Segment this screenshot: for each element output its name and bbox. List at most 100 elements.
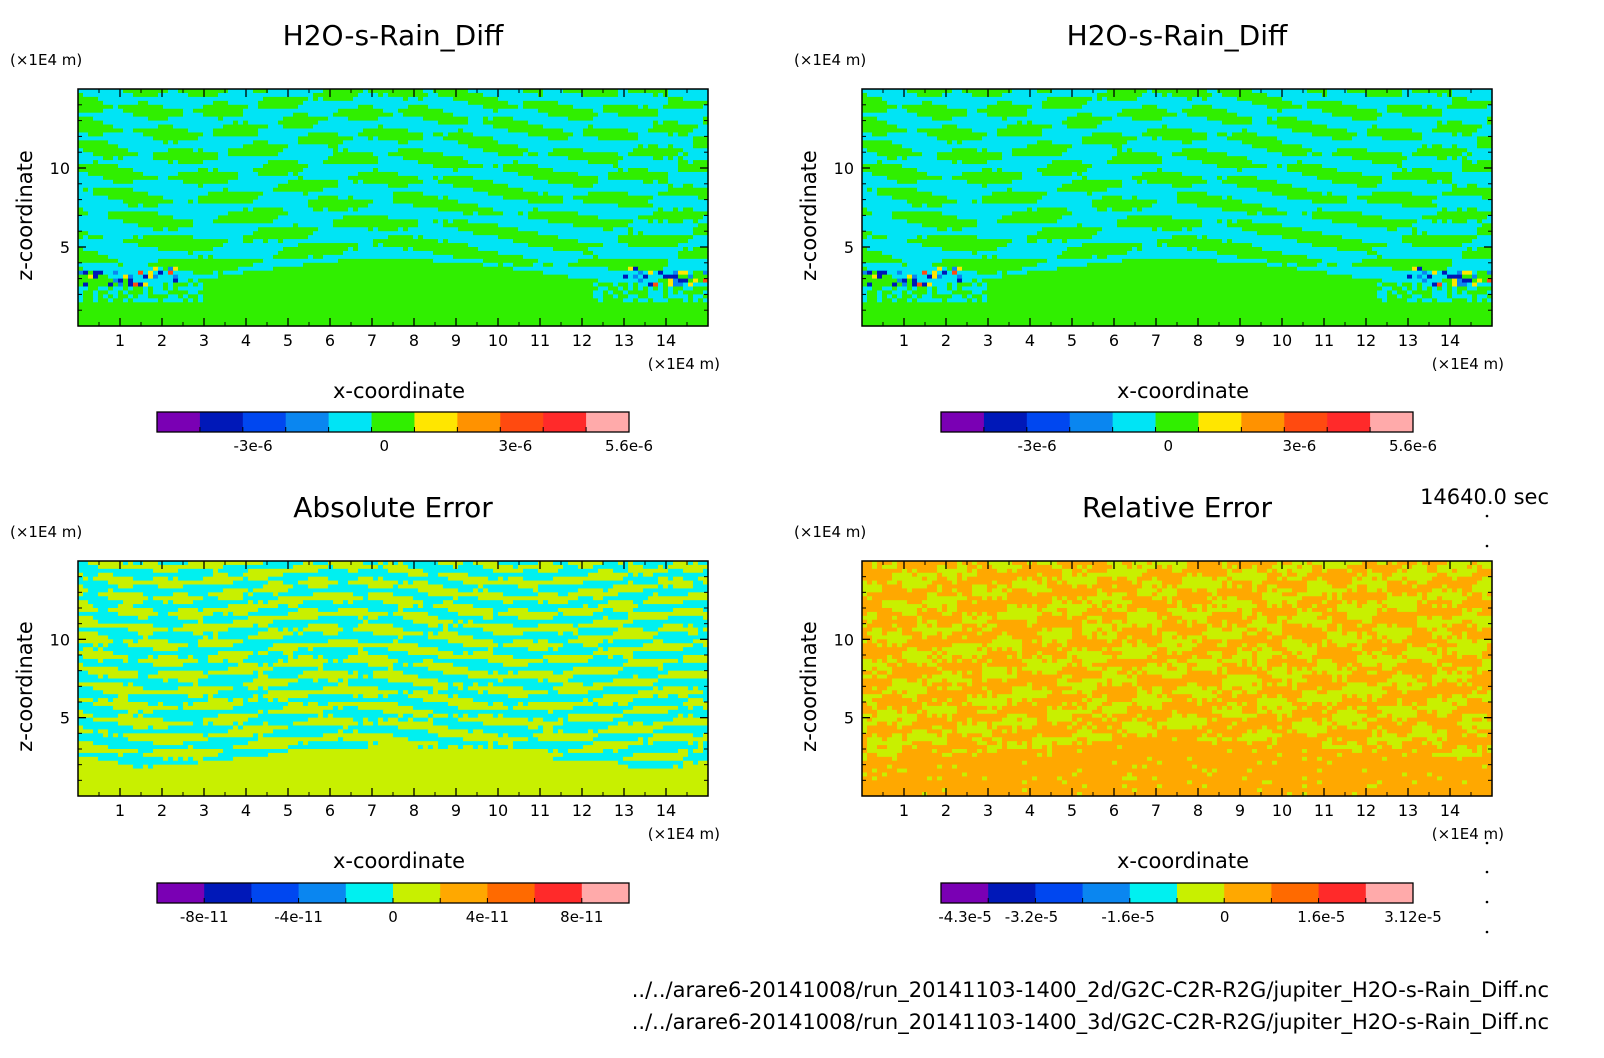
- heatmap-cell: [603, 227, 614, 232]
- heatmap-cell: [368, 663, 394, 668]
- heatmap-cell: [1072, 180, 1123, 185]
- heatmap-cell: [598, 298, 604, 303]
- heatmap-cell: [108, 255, 199, 260]
- heatmap-cell: [1382, 600, 1418, 605]
- heatmap-cell: [478, 745, 484, 750]
- heatmap-cell: [93, 729, 99, 734]
- heatmap-cell: [153, 267, 159, 272]
- heatmap-cell: [1282, 600, 1288, 605]
- heatmap-cell: [1162, 624, 1188, 629]
- heatmap-cell: [168, 679, 179, 684]
- heatmap-cell: [1412, 267, 1418, 272]
- heatmap-cell: [413, 714, 429, 719]
- heatmap-cell: [1052, 612, 1063, 617]
- heatmap-cell: [528, 152, 539, 157]
- heatmap-cell: [693, 298, 699, 303]
- heatmap-cell: [1152, 227, 1158, 232]
- heatmap-cell: [1322, 93, 1328, 98]
- heatmap-cell: [1112, 144, 1123, 149]
- heatmap-cell: [1102, 97, 1108, 102]
- heatmap-cell: [1272, 682, 1278, 687]
- heatmap-cell: [1222, 667, 1228, 672]
- heatmap-cell: [1412, 152, 1463, 157]
- heatmap-cell: [208, 671, 254, 676]
- heatmap-cell: [1437, 211, 1493, 216]
- x-tick-label: 14: [656, 331, 676, 350]
- heatmap-cell: [997, 585, 1008, 590]
- heatmap-cell: [1212, 600, 1253, 605]
- heatmap-cell: [1247, 643, 1258, 648]
- heatmap-cell: [922, 101, 933, 106]
- heatmap-cell: [1432, 675, 1473, 680]
- heatmap-cell: [183, 113, 204, 118]
- heatmap-cell: [323, 714, 329, 719]
- heatmap-cell: [867, 624, 893, 629]
- heatmap-cell: [223, 659, 229, 664]
- heatmap-cell: [173, 283, 189, 288]
- heatmap-cell: [932, 283, 948, 288]
- heatmap-cell: [168, 290, 189, 295]
- heatmap-cell: [203, 113, 244, 118]
- heatmap-cell: [987, 686, 1013, 691]
- heatmap-cell: [698, 219, 709, 224]
- heatmap-cell: [213, 101, 229, 106]
- heatmap-cell: [1337, 604, 1358, 609]
- heatmap-cell: [1382, 588, 1388, 593]
- heatmap-cell: [578, 624, 624, 629]
- heatmap-cell: [1302, 577, 1318, 582]
- heatmap-cell: [518, 172, 579, 177]
- heatmap-cell: [553, 168, 619, 173]
- heatmap-cell: [937, 290, 953, 295]
- heatmap-cell: [78, 765, 134, 770]
- heatmap-cell: [668, 294, 689, 299]
- heatmap-cell: [663, 624, 684, 629]
- heatmap-cell: [223, 271, 244, 276]
- heatmap-cell: [902, 643, 953, 648]
- heatmap-cell: [398, 148, 424, 153]
- heatmap-cell: [178, 569, 214, 574]
- heatmap-cell: [103, 235, 134, 240]
- heatmap-cell: [1437, 156, 1448, 161]
- heatmap-cell: [583, 200, 649, 205]
- heatmap-cell: [98, 659, 104, 664]
- heatmap-cell: [668, 283, 674, 288]
- heatmap-cell: [443, 239, 449, 244]
- heatmap-cell: [1472, 294, 1478, 299]
- heatmap-cell: [1032, 577, 1043, 582]
- heatmap-cell: [957, 565, 968, 570]
- heatmap-cell: [1107, 647, 1113, 652]
- heatmap-cell: [1107, 208, 1113, 213]
- heatmap-cell: [78, 667, 119, 672]
- heatmap-cell: [1482, 596, 1493, 601]
- heatmap-cell: [1452, 635, 1458, 640]
- heatmap-cell: [418, 223, 444, 228]
- heatmap-cell: [473, 620, 594, 625]
- heatmap-cell: [658, 279, 669, 284]
- heatmap-cell: [1452, 97, 1468, 102]
- heatmap-cell: [693, 129, 709, 134]
- heatmap-cell: [613, 164, 619, 169]
- heatmap-cell: [563, 682, 584, 687]
- heatmap-cell: [253, 140, 269, 145]
- heatmap-cell: [862, 192, 878, 197]
- heatmap-cell: [153, 765, 629, 770]
- heatmap-cell: [388, 93, 429, 98]
- heatmap-cell: [967, 635, 998, 640]
- heatmap-cell: [633, 706, 679, 711]
- heatmap-cell: [1142, 639, 1163, 644]
- heatmap-cell: [1307, 101, 1343, 106]
- heatmap-cell: [1052, 596, 1058, 601]
- heatmap-cell: [982, 624, 988, 629]
- heatmap-cell: [198, 200, 254, 205]
- heatmap-cell: [1277, 585, 1308, 590]
- heatmap-cell: [1027, 620, 1038, 625]
- heatmap-cell: [153, 152, 219, 157]
- heatmap-cell: [1062, 184, 1123, 189]
- heatmap-cell: [1337, 247, 1373, 252]
- heatmap-cell: [608, 172, 669, 177]
- heatmap-cell: [588, 125, 594, 130]
- heatmap-cell: [638, 136, 694, 141]
- heatmap-cell: [328, 702, 399, 707]
- heatmap-cell: [498, 679, 504, 684]
- heatmap-cell: [947, 679, 973, 684]
